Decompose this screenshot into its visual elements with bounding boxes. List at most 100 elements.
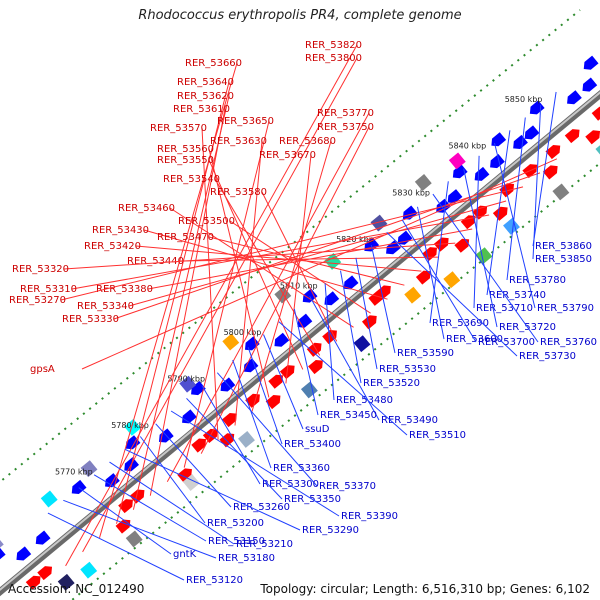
reverse-gene-arrow <box>491 132 507 147</box>
gene-box <box>448 152 466 170</box>
reverse-gene-label: RER_53730 <box>519 351 576 362</box>
reverse-gene-arrow <box>324 291 340 306</box>
reverse-gene-arrow <box>191 381 206 396</box>
forward-gene-label: RER_53630 <box>210 136 267 147</box>
reverse-gene-arrow <box>452 164 468 179</box>
reverse-leader-line <box>355 257 378 370</box>
forward-leader-line <box>71 214 490 290</box>
reverse-leader-line <box>532 104 542 260</box>
forward-gene-arrow <box>308 359 323 375</box>
forward-gene-arrow <box>454 238 470 253</box>
reverse-gene-label: RER_53700 <box>478 337 535 348</box>
reverse-gene-label: ssuD <box>305 424 330 435</box>
reverse-leader-line <box>463 168 498 328</box>
reverse-gene-label: RER_53120 <box>186 575 243 586</box>
forward-gene-label: RER_53460 <box>118 203 175 214</box>
gene-box <box>179 375 197 393</box>
forward-gene-label: RER_53620 <box>177 91 234 102</box>
forward-gene-label: RER_53580 <box>210 187 267 198</box>
forward-gene-arrow <box>268 374 284 389</box>
inner-dotted-track <box>70 161 600 600</box>
forward-leader-line <box>208 148 270 398</box>
reverse-gene-label: RER_53480 <box>336 395 393 406</box>
genome-summary-text: Topology: circular; Length: 6,516,310 bp… <box>260 582 590 596</box>
reverse-gene-arrow <box>582 77 598 92</box>
gene-box <box>475 247 493 265</box>
forward-leader-line <box>166 112 370 482</box>
reverse-gene-arrow <box>158 428 174 443</box>
forward-gene-label: RER_53440 <box>127 256 184 267</box>
reverse-gene-label: RER_53290 <box>302 525 359 536</box>
forward-gene-label: RER_53500 <box>178 216 235 227</box>
reverse-gene-arrow <box>16 546 32 561</box>
forward-leader-line <box>200 126 370 454</box>
forward-gene-arrow <box>191 438 207 453</box>
reverse-leader-line <box>216 372 318 487</box>
reverse-gene-arrow <box>474 166 490 181</box>
forward-gene-arrow <box>306 342 322 357</box>
reverse-leader-line <box>370 244 396 354</box>
reverse-gene-arrow <box>343 275 359 290</box>
reverse-leader-line <box>63 499 217 559</box>
forward-gene-label: RER_53670 <box>259 150 316 161</box>
reverse-leader-line <box>293 308 319 416</box>
forward-gene-label: RER_53650 <box>217 116 274 127</box>
reverse-gene-arrow <box>529 100 545 115</box>
reverse-leader-line <box>78 487 172 555</box>
scale-tick-label: 5780 kbp <box>111 421 149 430</box>
scale-tick-label: 5830 kbp <box>392 188 430 197</box>
reverse-gene-label: RER_53850 <box>535 254 592 265</box>
reverse-leader-line <box>532 91 557 247</box>
reverse-gene-label: RER_53790 <box>537 303 594 314</box>
forward-gene-arrow <box>361 315 377 330</box>
forward-gene-label: RER_53380 <box>96 284 153 295</box>
reverse-leader-line <box>340 270 362 384</box>
reverse-leader-line <box>494 142 536 309</box>
reverse-gene-label: RER_53370 <box>319 481 376 492</box>
forward-gene-arrow <box>460 215 476 230</box>
reverse-gene-label: RER_53780 <box>509 275 566 286</box>
forward-leader-line <box>60 186 524 301</box>
forward-gene-label: RER_53820 <box>305 40 362 51</box>
reverse-leader-line <box>401 219 477 343</box>
reverse-gene-arrow <box>71 479 87 495</box>
reverse-gene-label: RER_53300 <box>262 479 319 490</box>
forward-gene-arrow <box>219 433 235 448</box>
forward-gene-label: gpsA <box>30 364 55 375</box>
reverse-gene-arrow <box>0 546 6 562</box>
reverse-gene-arrow <box>447 189 463 204</box>
reverse-gene-label: RER_53200 <box>207 518 264 529</box>
forward-gene-label: RER_53270 <box>9 295 66 306</box>
reverse-gene-label: RER_53530 <box>379 364 436 375</box>
reverse-gene-arrow <box>524 125 540 140</box>
reverse-leader-line <box>201 385 261 485</box>
forward-gene-arrow <box>564 129 580 144</box>
reverse-gene-arrow <box>567 90 582 105</box>
reverse-gene-arrow <box>302 288 318 303</box>
reverse-leader-line <box>278 321 408 436</box>
reverse-gene-label: RER_53740 <box>489 290 546 301</box>
reverse-leader-line <box>386 232 518 357</box>
gene-box <box>125 530 143 548</box>
gene-box <box>370 214 388 232</box>
gene-box <box>238 430 255 448</box>
reverse-leader-line <box>170 410 340 517</box>
reverse-gene-label: RER_53590 <box>397 348 454 359</box>
scale-tick-label: 5800 kbp <box>224 328 262 337</box>
reverse-leader-line <box>263 334 304 430</box>
gene-box <box>80 460 98 478</box>
forward-gene-arrow <box>265 394 281 410</box>
gene-box <box>300 381 318 399</box>
reverse-gene-arrow <box>243 358 259 373</box>
reverse-gene-label: RER_53390 <box>341 511 398 522</box>
forward-leader-line <box>285 154 312 384</box>
gene-box <box>353 335 371 353</box>
gene-box <box>124 418 142 436</box>
forward-gene-label: RER_53470 <box>157 232 214 243</box>
gene-box <box>404 286 422 304</box>
forward-gene-label: RER_53680 <box>279 136 336 147</box>
reverse-leader-line <box>232 359 272 469</box>
forward-leader-line <box>82 57 358 553</box>
forward-gene-label: RER_53800 <box>305 53 362 64</box>
